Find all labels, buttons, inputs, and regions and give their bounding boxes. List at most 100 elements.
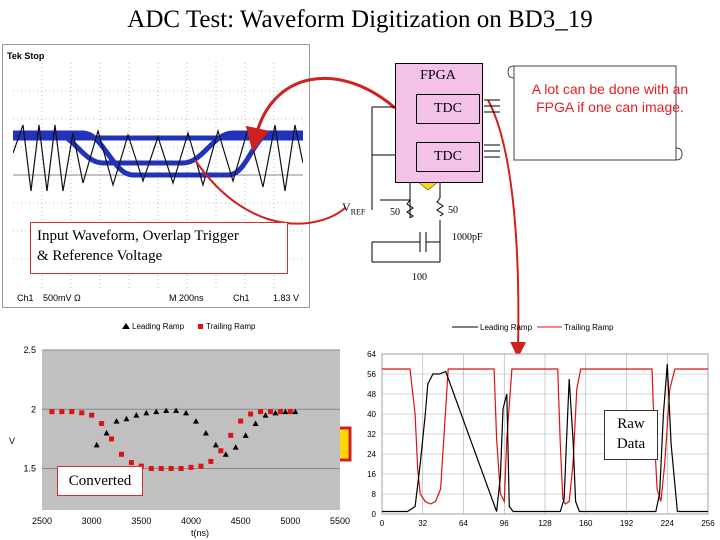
chart1-xtick: 5000	[280, 516, 300, 526]
fpga-bottom-marker	[417, 181, 439, 191]
fpga-label: FPGA	[420, 68, 456, 83]
chart2-legend: Leading Ramp Trailing Ramp	[452, 323, 614, 332]
tdc-block-2: TDC	[416, 142, 480, 172]
leading-ramp-point	[192, 418, 199, 424]
trailing-ramp-point	[208, 458, 214, 464]
leading-ramp-point	[262, 412, 269, 418]
leading-ramp-line	[382, 363, 708, 513]
scope-ch-scale: 500mV Ω	[43, 293, 81, 303]
leading-ramp-point	[153, 408, 160, 415]
trailing-ramp-point	[228, 432, 234, 438]
leading-ramp-point	[212, 441, 219, 448]
scope-trig-ch: Ch1	[233, 293, 250, 303]
chart1-ytick: 2.5	[23, 345, 36, 355]
chart2-ytick: 64	[367, 350, 376, 359]
chart1-xtick: 3500	[131, 516, 151, 526]
chart1-ylabel: V	[9, 436, 15, 446]
tdc-block-1: TDC	[416, 94, 480, 124]
fpga-to-raw-arrow	[487, 99, 527, 358]
leading-ramp-point	[173, 407, 180, 413]
resistor-3-label: 100	[412, 272, 427, 283]
trailing-ramp-point	[238, 418, 244, 424]
chart2-ytick: 0	[372, 510, 377, 519]
callout-line-1: Input Waveform, Overlap Trigger	[37, 228, 239, 244]
trailing-ramp-point	[218, 448, 224, 454]
chart1-ytick: 1.5	[23, 464, 36, 474]
scroll-note: A lot can be done with an FPGA if one ca…	[531, 81, 689, 115]
trailing-ramp-point	[198, 463, 204, 469]
chart2-xtick: 192	[620, 519, 634, 528]
trailing-ramp-point	[118, 451, 124, 457]
chart2-ytick: 40	[367, 410, 376, 419]
chart2-ytick: 8	[372, 490, 377, 499]
trailing-ramp-point	[158, 466, 164, 472]
leading-ramp-point	[123, 415, 130, 422]
legend-leading-marker	[122, 323, 130, 329]
chart2-xtick: 0	[380, 519, 385, 528]
trailing-ramp-point	[277, 409, 283, 415]
trailing-ramp-point	[49, 409, 55, 415]
raw-data-label-box: Raw Data	[604, 410, 658, 460]
leading-ramp-point	[133, 412, 140, 418]
vref-to-scope-line	[194, 159, 346, 225]
chart1-legend: Leading Ramp Trailing Ramp	[122, 322, 256, 331]
chart2-ytick: 56	[367, 370, 376, 379]
trailing-ramp-line	[382, 368, 708, 505]
chart2-xtick: 64	[459, 519, 468, 528]
chart1-xlabel: t(ns)	[191, 528, 209, 538]
legend-leading-label: Leading Ramp	[480, 323, 533, 332]
chart2-xtick: 160	[579, 519, 593, 528]
trailing-ramp-point	[248, 411, 254, 417]
leading-ramp-point	[242, 432, 249, 438]
vref-label: VREF	[342, 200, 365, 216]
trailing-ramp-point	[89, 412, 95, 418]
chart2-ytick: 24	[367, 450, 376, 459]
page-title: ADC Test: Waveform Digitization on BD3_1…	[127, 6, 593, 33]
leading-ramp-point	[103, 429, 110, 436]
chart2-ytick: 32	[367, 430, 376, 439]
chart2-xtick: 96	[500, 519, 509, 528]
resistor-2-label: 50	[448, 205, 458, 216]
converted-chart: Leading Ramp Trailing Ramp 2.5 2 1.5 2500 3000…	[9, 322, 350, 538]
chart2-xtick: 32	[418, 519, 427, 528]
chart2-xtick: 256	[701, 519, 715, 528]
chart2-xtick: 128	[538, 519, 552, 528]
chart2-xtick: 224	[661, 519, 675, 528]
trailing-ramp-point	[258, 409, 264, 415]
leading-ramp-point	[272, 409, 279, 416]
legend-trailing-label: Trailing Ramp	[564, 323, 614, 332]
leading-ramp-point	[282, 408, 289, 415]
scope-ch-label: Ch1	[17, 293, 34, 303]
scope-trig-level: 1.83 V	[273, 293, 300, 303]
trailing-ramp-point	[178, 466, 184, 472]
leading-ramp-point	[143, 409, 150, 416]
trailing-ramp-point	[128, 460, 134, 466]
capacitor-label: 1000pF	[452, 232, 483, 243]
leading-ramp-point	[183, 409, 190, 416]
trailing-ramp-point	[168, 466, 174, 472]
leading-ramp-point	[93, 441, 100, 448]
legend-leading-label: Leading Ramp	[132, 322, 185, 331]
trailing-ramp-point	[109, 436, 115, 442]
legend-trailing-marker	[198, 324, 203, 329]
trailing-ramp-point	[148, 466, 154, 472]
legend-trailing-label: Trailing Ramp	[206, 322, 256, 331]
chart1-ytick: 2	[31, 404, 36, 414]
trailing-ramp-point	[69, 409, 75, 415]
leading-ramp-point	[163, 407, 170, 413]
vref-subscript: REF	[350, 207, 366, 217]
scope-timebase: M 200ns	[169, 293, 204, 303]
leading-ramp-point	[252, 420, 259, 426]
trailing-ramp-point	[99, 420, 105, 426]
chart1-xtick: 2500	[32, 516, 52, 526]
chart2-ytick: 48	[367, 390, 376, 399]
leading-ramp-point	[222, 451, 229, 457]
leading-ramp-point	[292, 408, 299, 415]
leading-ramp-point	[202, 429, 209, 436]
trailing-ramp-point	[287, 409, 293, 415]
resistor-1-label: 50	[390, 207, 400, 218]
vref-text: V	[342, 200, 351, 214]
tdc-to-scope-arrow	[245, 76, 396, 152]
converted-label-box: Converted	[57, 466, 143, 496]
trailing-ramp-point	[267, 409, 273, 415]
